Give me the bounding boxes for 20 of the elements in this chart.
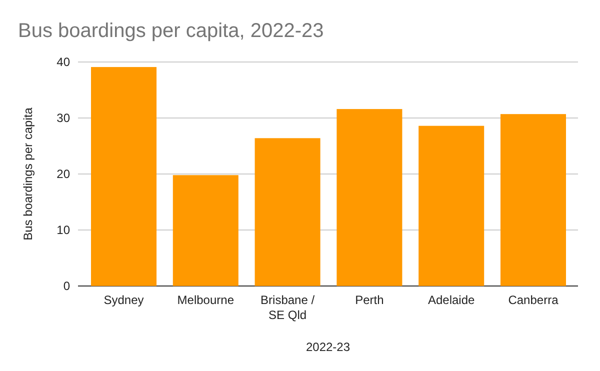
y-tick-label: 30 <box>56 111 70 126</box>
bar <box>500 114 566 286</box>
bar <box>336 109 402 286</box>
x-tick-label: Sydney <box>104 293 144 307</box>
y-tick-label: 20 <box>56 167 70 182</box>
x-tick-label: Perth <box>355 293 384 307</box>
x-tick-label: Brisbane / SE Qld <box>260 293 316 322</box>
x-tick-label: Canberra <box>508 293 559 307</box>
x-tick-label: Melbourne <box>177 293 234 307</box>
y-tick-label: 40 <box>56 55 70 70</box>
x-tick-label: Adelaide <box>428 293 476 307</box>
x-axis-title: 2022-23 <box>306 340 350 354</box>
y-axis-title: Bus boardings per capita <box>21 107 35 240</box>
bar <box>172 175 238 286</box>
chart-title: Bus boardings per capita, 2022-23 <box>18 20 324 42</box>
bar <box>254 138 320 286</box>
y-tick-label: 10 <box>56 223 70 238</box>
y-tick-label: 0 <box>63 279 70 294</box>
bar <box>91 67 157 286</box>
bar <box>418 126 484 286</box>
